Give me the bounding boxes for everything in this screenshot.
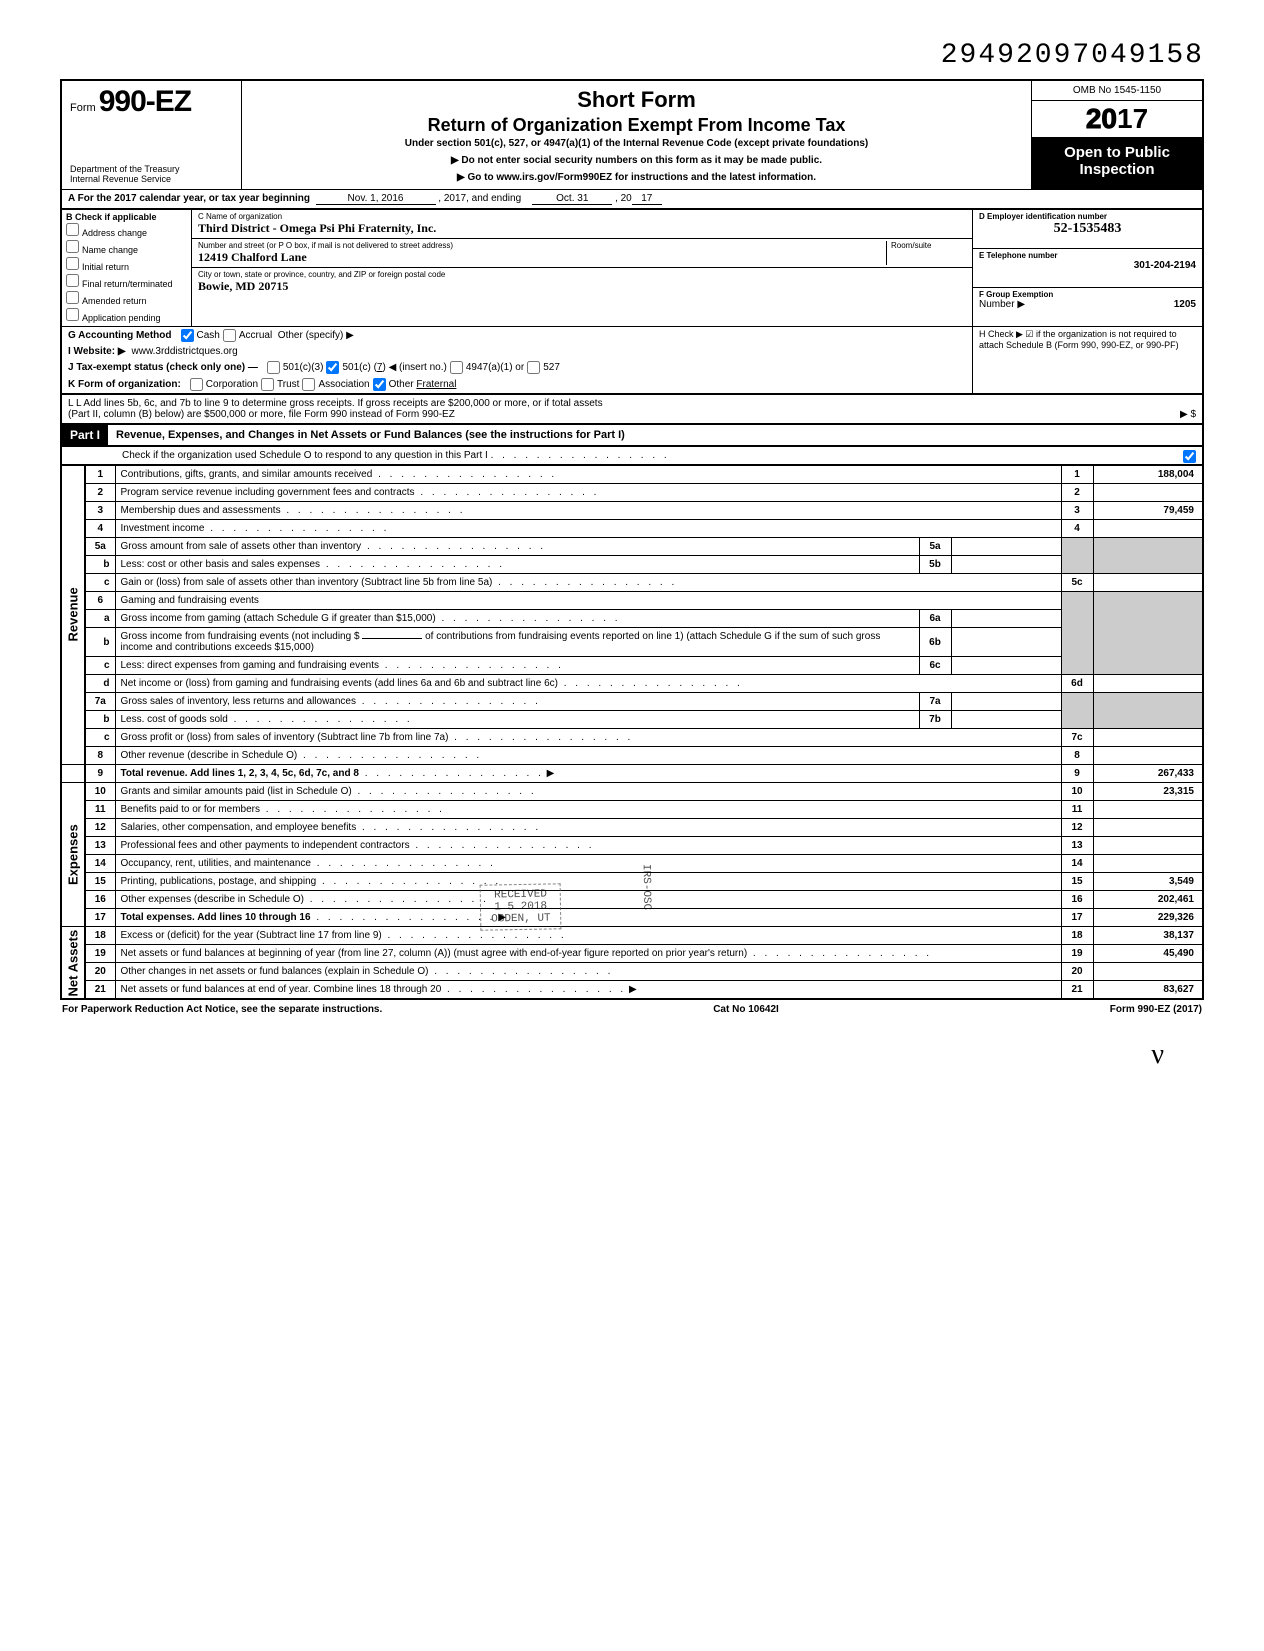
phone: 301-204-2194	[979, 260, 1196, 271]
net-assets-label: Net Assets	[61, 927, 85, 1000]
check-4947[interactable]	[450, 361, 463, 374]
name-address-block: C Name of organization Third District - …	[192, 210, 972, 326]
omb-number: OMB No 1545-1150	[1032, 81, 1202, 101]
schedule-o-check: Check if the organization used Schedule …	[60, 445, 1204, 464]
rows-gijk: G Accounting Method Cash Accrual Other (…	[60, 326, 1204, 393]
tax-year: 2017	[1032, 101, 1202, 138]
right-header: OMB No 1545-1150 2017 Open to Public Ins…	[1032, 81, 1202, 189]
check-accrual[interactable]	[223, 329, 236, 342]
open-to-public: Open to Public Inspection	[1032, 138, 1202, 189]
row-l: L L Add lines 5b, 6c, and 7b to line 9 t…	[60, 393, 1204, 423]
title-cell: Short Form Return of Organization Exempt…	[242, 81, 1032, 189]
ssn-warning: ▶ Do not enter social security numbers o…	[252, 155, 1021, 166]
check-amended[interactable]: Amended return	[66, 290, 187, 307]
form-number: Form 990-EZ	[70, 85, 233, 119]
check-cash[interactable]	[181, 329, 194, 342]
org-name: Third District - Omega Psi Phi Fraternit…	[198, 221, 966, 236]
city-state-zip: Bowie, MD 20715	[198, 279, 966, 294]
check-initial[interactable]: Initial return	[66, 256, 187, 273]
irs-stamp: IRS-OSC	[640, 864, 653, 910]
ein: 52-1535483	[979, 221, 1196, 237]
check-address[interactable]: Address change	[66, 222, 187, 239]
main-title: Return of Organization Exempt From Incom…	[252, 115, 1021, 136]
footer: For Paperwork Reduction Act Notice, see …	[60, 1000, 1204, 1019]
check-final[interactable]: Final return/terminated	[66, 273, 187, 290]
right-b-block: D Employer identification number 52-1535…	[972, 210, 1202, 326]
form-label-cell: Form 990-EZ Department of the Treasury I…	[62, 81, 242, 189]
check-name[interactable]: Name change	[66, 239, 187, 256]
check-527[interactable]	[527, 361, 540, 374]
check-corp[interactable]	[190, 378, 203, 391]
check-501c[interactable]	[326, 361, 339, 374]
revenue-label: Revenue	[61, 465, 85, 765]
row-a-tax-year: A For the 2017 calendar year, or tax yea…	[60, 189, 1204, 208]
check-assoc[interactable]	[302, 378, 315, 391]
received-stamp: RECEIVED 1 5 2018 OGDEN, UT	[480, 883, 562, 930]
form-header: Form 990-EZ Department of the Treasury I…	[60, 79, 1204, 189]
expenses-label: Expenses	[61, 783, 85, 927]
part-1-table: Revenue 1Contributions, gifts, grants, a…	[60, 464, 1204, 1000]
dept-treasury: Department of the Treasury Internal Reve…	[70, 165, 233, 185]
section-b: B Check if applicable Address change Nam…	[60, 208, 1204, 326]
group-exemption: 1205	[1174, 299, 1196, 310]
street-address: 12419 Chalford Lane	[198, 250, 886, 265]
subtitle: Under section 501(c), 527, or 4947(a)(1)…	[252, 138, 1021, 149]
website: www.3rddistrictques.org	[132, 346, 238, 357]
check-if-applicable: B Check if applicable Address change Nam…	[62, 210, 192, 326]
check-trust[interactable]	[261, 378, 274, 391]
part-1-header: Part I Revenue, Expenses, and Changes in…	[60, 423, 1204, 445]
document-number: 29492097049158	[60, 40, 1204, 71]
short-form-title: Short Form	[252, 87, 1021, 113]
check-other-org[interactable]	[373, 378, 386, 391]
initials: ν	[60, 1039, 1204, 1071]
check-501c3[interactable]	[267, 361, 280, 374]
check-pending[interactable]: Application pending	[66, 307, 187, 324]
check-schedule-o[interactable]	[1183, 450, 1196, 463]
goto-url: ▶ Go to www.irs.gov/Form990EZ for instru…	[252, 172, 1021, 183]
h-note: H Check ▶ ☑ if the organization is not r…	[972, 327, 1202, 393]
